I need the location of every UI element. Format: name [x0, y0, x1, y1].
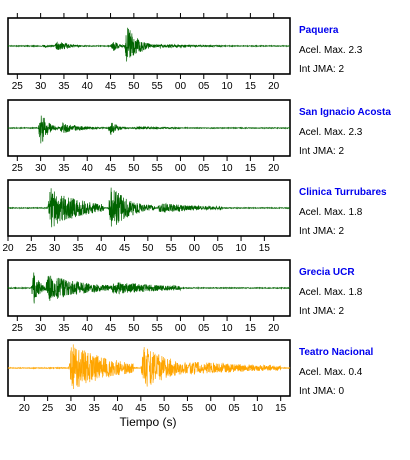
- x-tick-label: 55: [152, 323, 164, 334]
- x-tick-label: 20: [268, 81, 280, 92]
- x-tick-label: 35: [58, 81, 70, 92]
- x-tick-label: 15: [275, 403, 287, 414]
- x-tick-label: 25: [42, 403, 54, 414]
- x-tick-label: 35: [58, 323, 70, 334]
- x-tick-label: 00: [175, 163, 187, 174]
- x-tick-label: 55: [152, 81, 164, 92]
- waveform-trace: [7, 187, 291, 228]
- acel-max-label: Acel. Max. 1.8: [299, 287, 363, 298]
- x-tick-label: 45: [105, 81, 117, 92]
- x-tick-label: 05: [198, 81, 210, 92]
- acel-max-label: Acel. Max. 1.8: [299, 207, 363, 218]
- x-tick-label: 50: [159, 403, 171, 414]
- x-tick-label: 10: [235, 243, 247, 254]
- panel-1: 25 30 35 40 45 50 55 00 05 10 15 20 Paquera Acel. Max…: [7, 13, 363, 92]
- x-tick-label: 05: [198, 323, 210, 334]
- x-tick-label: 40: [96, 243, 108, 254]
- panel-4: 25 30 35 40 45 50 55 00 05 10 15 20 Grecia UCR Acel. …: [7, 259, 363, 334]
- x-tick-label: 05: [212, 243, 224, 254]
- station-name: Paquera: [299, 25, 339, 36]
- x-tick-label: 50: [128, 81, 140, 92]
- x-tick-label: 35: [72, 243, 84, 254]
- x-tick-label: 00: [189, 243, 201, 254]
- x-tick-label: 50: [128, 163, 140, 174]
- x-tick-label: 35: [58, 163, 70, 174]
- station-name: San Ignacio Acosta: [299, 107, 391, 118]
- x-tick-label: 45: [119, 243, 131, 254]
- panel-3: 20 25 30 35 40 45 50 55 00 05 10 15 Clinica Turrubar…: [2, 179, 387, 254]
- x-tick-label: 25: [12, 81, 24, 92]
- int-jma-label: Int JMA: 2: [299, 146, 344, 157]
- x-tick-label: 15: [245, 163, 257, 174]
- x-tick-label: 30: [35, 81, 47, 92]
- station-name: Teatro Nacional: [299, 347, 373, 358]
- x-tick-label: 55: [152, 163, 164, 174]
- seismogram-panels: 25 30 35 40 45 50 55 00 05 10 15 20 Paquera Acel. Max…: [2, 13, 391, 414]
- x-tick-label: 15: [245, 323, 257, 334]
- x-tick-label: 10: [222, 323, 234, 334]
- int-jma-label: Int JMA: 2: [299, 226, 344, 237]
- int-jma-label: Int JMA: 0: [299, 386, 344, 397]
- x-tick-label: 10: [252, 403, 264, 414]
- acel-max-label: Acel. Max. 2.3: [299, 45, 363, 56]
- x-tick-label: 15: [259, 243, 271, 254]
- acel-max-label: Acel. Max. 2.3: [299, 127, 363, 138]
- acel-max-label: Acel. Max. 0.4: [299, 367, 363, 378]
- x-tick-label: 10: [222, 81, 234, 92]
- x-tick-label: 20: [268, 323, 280, 334]
- x-tick-label: 55: [166, 243, 178, 254]
- station-name: Clinica Turrubares: [299, 187, 387, 198]
- x-tick-label: 20: [2, 243, 14, 254]
- x-tick-label: 40: [112, 403, 124, 414]
- x-tick-label: 50: [142, 243, 154, 254]
- x-tick-label: 00: [175, 323, 187, 334]
- int-jma-label: Int JMA: 2: [299, 64, 344, 75]
- x-tick-label: 30: [35, 323, 47, 334]
- panel-2: 25 30 35 40 45 50 55 00 05 10 15 20 San Ignacio Acos…: [7, 99, 391, 174]
- waveform-trace: [7, 344, 291, 389]
- x-tick-label: 40: [82, 163, 94, 174]
- x-tick-label: 35: [89, 403, 101, 414]
- x-tick-label: 15: [245, 81, 257, 92]
- x-tick-label: 30: [49, 243, 61, 254]
- x-tick-label: 10: [222, 163, 234, 174]
- x-tick-label: 00: [175, 81, 187, 92]
- x-tick-label: 05: [229, 403, 241, 414]
- x-tick-label: 50: [128, 323, 140, 334]
- x-tick-label: 20: [19, 403, 31, 414]
- x-tick-label: 45: [105, 323, 117, 334]
- waveform-trace: [7, 115, 291, 144]
- int-jma-label: Int JMA: 2: [299, 306, 344, 317]
- x-tick-label: 40: [82, 323, 94, 334]
- x-tick-label: 00: [205, 403, 217, 414]
- x-tick-label: 40: [82, 81, 94, 92]
- x-tick-label: 25: [12, 323, 24, 334]
- x-tick-label: 05: [198, 163, 210, 174]
- x-tick-label: 30: [35, 163, 47, 174]
- x-tick-label: 30: [65, 403, 77, 414]
- station-name: Grecia UCR: [299, 267, 355, 278]
- x-tick-label: 25: [12, 163, 24, 174]
- x-tick-label: 45: [105, 163, 117, 174]
- waveform-trace: [7, 272, 291, 304]
- x-tick-label: 45: [135, 403, 147, 414]
- waveform-trace: [7, 27, 291, 62]
- x-tick-label: 25: [26, 243, 38, 254]
- x-tick-label: 20: [268, 163, 280, 174]
- x-tick-label: 55: [182, 403, 194, 414]
- x-axis-title: Tiempo (s): [120, 415, 177, 429]
- panel-5: 20 25 30 35 40 45 50 55 00 05 10 15 Teatro Nacional A…: [7, 339, 373, 414]
